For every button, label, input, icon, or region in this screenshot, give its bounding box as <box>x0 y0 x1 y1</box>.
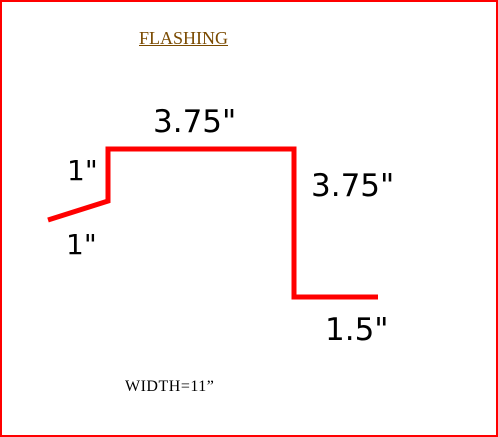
page-title[interactable]: FLASHING <box>139 28 229 48</box>
flashing-profile-line <box>47 146 378 300</box>
dimension-left-hem: 1" <box>66 228 97 261</box>
dimension-top: 3.75" <box>153 104 236 140</box>
dimension-left-vertical: 1" <box>67 154 98 187</box>
dimension-right: 3.75" <box>311 168 394 204</box>
dimension-bottom-flange: 1.5" <box>325 312 389 348</box>
width-label: WIDTH=11” <box>125 378 215 395</box>
